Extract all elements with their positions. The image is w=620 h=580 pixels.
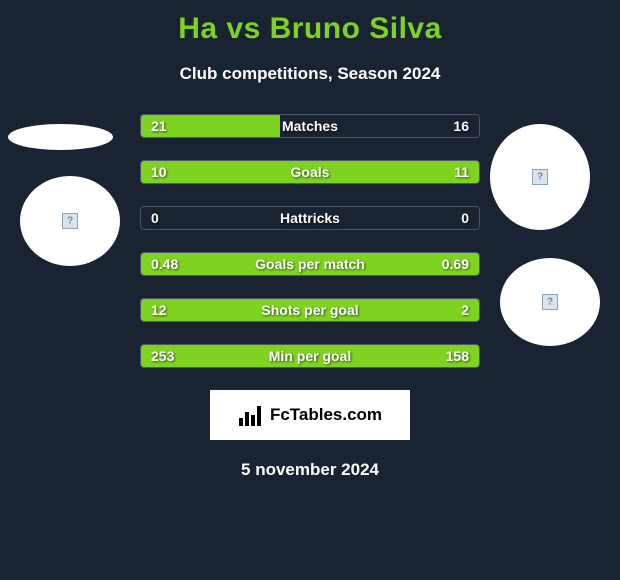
stat-value-left: 0.48 (151, 256, 178, 272)
page-title: Ha vs Bruno Silva (0, 0, 620, 46)
bar-chart-icon (238, 404, 264, 426)
subtitle: Club competitions, Season 2024 (0, 64, 620, 84)
image-placeholder-icon (62, 213, 78, 229)
player-avatar-right-top (490, 124, 590, 230)
image-placeholder-icon (542, 294, 558, 310)
logo-text: FcTables.com (270, 405, 382, 425)
stat-row-goals-per-match: 0.48 Goals per match 0.69 (140, 252, 480, 276)
stat-label: Goals (291, 164, 330, 180)
stat-value-right: 158 (446, 348, 469, 364)
stat-row-goals: 10 Goals 11 (140, 160, 480, 184)
stat-value-right: 16 (453, 118, 469, 134)
stat-value-left: 21 (151, 118, 167, 134)
fctables-logo[interactable]: FcTables.com (210, 390, 410, 440)
stat-row-min-per-goal: 253 Min per goal 158 (140, 344, 480, 368)
stat-label: Goals per match (255, 256, 365, 272)
stat-label: Hattricks (280, 210, 340, 226)
stat-value-right: 11 (454, 164, 469, 180)
stat-row-matches: 21 Matches 16 (140, 114, 480, 138)
player-avatar-left-bottom (20, 176, 120, 266)
comparison-card: Ha vs Bruno Silva Club competitions, Sea… (0, 0, 620, 580)
stat-label: Min per goal (269, 348, 351, 364)
stat-value-right: 2 (461, 302, 469, 318)
date-text: 5 november 2024 (0, 460, 620, 480)
stat-row-hattricks: 0 Hattricks 0 (140, 206, 480, 230)
image-placeholder-icon (532, 169, 548, 185)
stat-value-right: 0 (461, 210, 469, 226)
stat-label: Matches (282, 118, 338, 134)
stats-chart: 21 Matches 16 10 Goals 11 0 Hattricks 0 … (140, 114, 480, 368)
player-avatar-left-top (8, 124, 113, 150)
stat-row-shots-per-goal: 12 Shots per goal 2 (140, 298, 480, 322)
stat-value-left: 253 (151, 348, 174, 364)
stat-value-left: 0 (151, 210, 159, 226)
player-avatar-right-bottom (500, 258, 600, 346)
stat-value-right: 0.69 (442, 256, 469, 272)
stat-value-left: 10 (151, 164, 167, 180)
stat-value-left: 12 (151, 302, 167, 318)
stat-label: Shots per goal (261, 302, 358, 318)
